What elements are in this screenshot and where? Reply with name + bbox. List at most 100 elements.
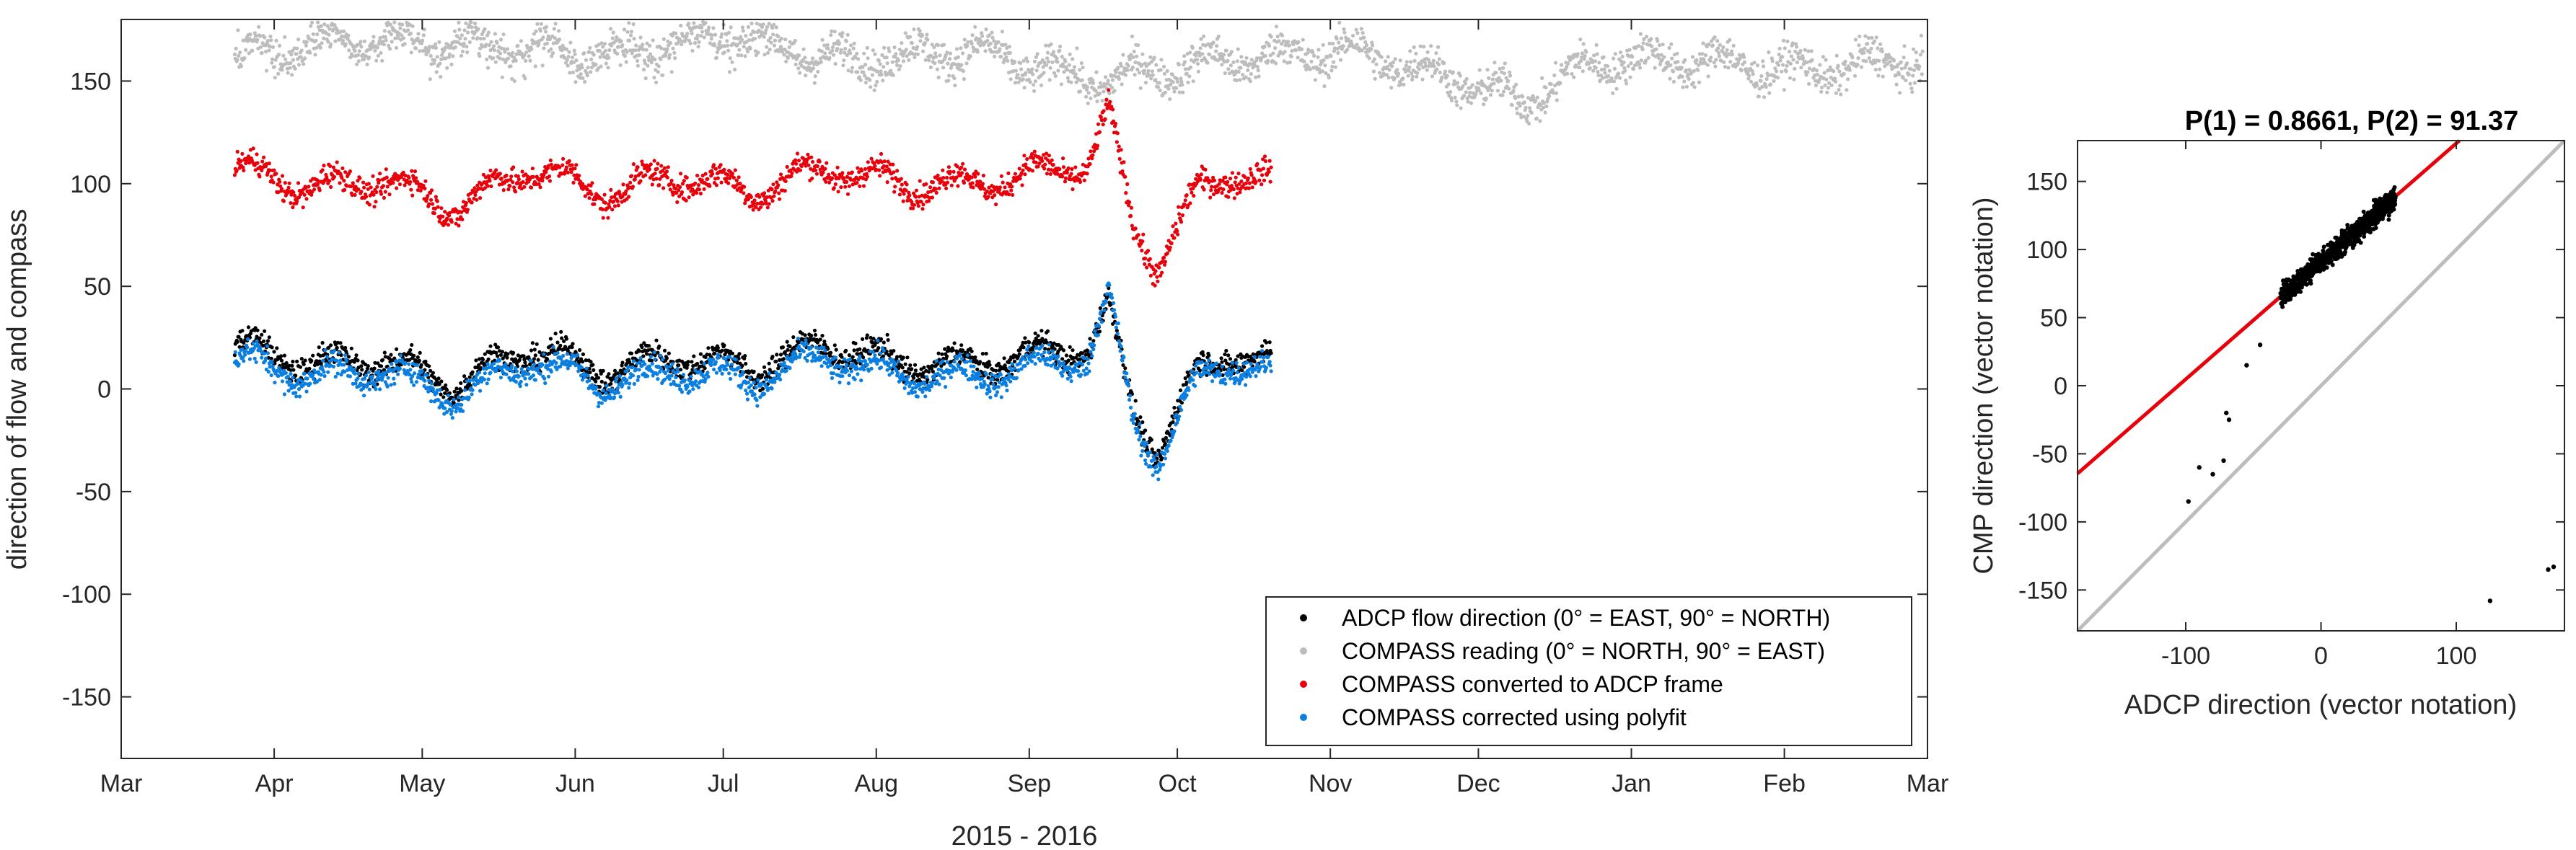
compass-reading-point: [694, 25, 699, 29]
compass-reading-point: [374, 58, 379, 63]
compass-reading-point: [1412, 45, 1416, 50]
compass-reading-point: [580, 66, 584, 70]
compass-reading-point: [915, 52, 920, 56]
compass-converted-point: [1063, 176, 1068, 180]
compass-reading-point: [1095, 99, 1099, 104]
compass-converted-point: [504, 173, 509, 177]
compass-reading-point: [936, 43, 940, 48]
compass-converted-point: [410, 193, 415, 198]
compass-converted-point: [242, 168, 246, 172]
compass-converted-point: [890, 177, 894, 181]
compass-converted-point: [488, 168, 493, 173]
compass-reading-point: [1182, 54, 1187, 58]
compass-converted-point: [289, 201, 293, 205]
compass-reading-point: [635, 58, 640, 63]
compass-reading-point: [1613, 52, 1617, 56]
compass-converted-point: [813, 168, 818, 172]
compass-reading-point: [492, 44, 496, 48]
compass-converted-point: [1130, 223, 1134, 228]
adcp-point: [762, 365, 767, 369]
compass-reading-point: [564, 47, 569, 51]
compass-reading-point: [589, 66, 594, 70]
compass-reading-point: [383, 35, 387, 40]
compass-converted-point: [465, 208, 470, 212]
compass-reading-point: [1311, 50, 1315, 55]
compass-reading-point: [1575, 52, 1580, 56]
compass-converted-point: [548, 158, 553, 163]
compass-reading-point: [1601, 55, 1606, 59]
compass-converted-point: [1003, 185, 1007, 190]
adcp-point: [703, 366, 707, 371]
compass-reading-point: [804, 74, 808, 78]
compass-reading-point: [1565, 71, 1570, 76]
compass-reading-point: [1682, 79, 1687, 84]
compass-converted-point: [934, 190, 938, 195]
compass-reading-point: [744, 40, 749, 44]
compass-converted-point: [1179, 220, 1184, 224]
adcp-point: [311, 353, 315, 358]
compass-reading-point: [1809, 49, 1814, 53]
adcp-point: [536, 358, 540, 362]
compass-converted-point: [1209, 188, 1213, 192]
compass-reading-point: [599, 41, 604, 45]
compass-reading-point: [465, 50, 470, 55]
compass-reading-point: [1014, 76, 1019, 80]
compass-reading-point: [516, 43, 520, 48]
compass-converted-point: [1108, 99, 1112, 104]
compass-reading-point: [1186, 80, 1190, 84]
compass-converted-point: [653, 171, 657, 176]
compass-reading-point: [956, 55, 960, 59]
compass-converted-point: [970, 181, 975, 185]
compass-reading-point: [1304, 67, 1309, 71]
compass-reading-point: [1878, 42, 1883, 46]
compass-reading-point: [342, 29, 346, 34]
compass-converted-point: [1129, 205, 1134, 210]
compass-reading-point: [1363, 40, 1368, 44]
compass-reading-point: [1784, 69, 1788, 74]
compass-reading-point: [1593, 59, 1597, 63]
compass-reading-point: [1159, 68, 1163, 72]
compass-converted-point: [738, 182, 742, 186]
compass-converted-point: [378, 172, 382, 176]
adcp-point: [488, 344, 493, 348]
compass-reading-point: [1214, 49, 1218, 53]
compass-reading-point: [1579, 58, 1583, 63]
compass-reading-point: [812, 81, 817, 85]
compass-reading-point: [1371, 69, 1376, 74]
compass-reading-point: [850, 69, 854, 74]
compass-reading-point: [362, 39, 366, 43]
compass-reading-point: [1781, 63, 1785, 67]
compass-reading-point: [1316, 48, 1321, 52]
compass-converted-point: [1125, 182, 1130, 186]
compass-reading-point: [819, 60, 823, 64]
compass-reading-point: [333, 23, 337, 27]
compass-reading-point: [1716, 50, 1721, 55]
compass-reading-point: [346, 33, 351, 38]
adcp-point: [262, 339, 266, 343]
compass-reading-point: [1022, 85, 1027, 90]
compass-reading-point: [1331, 41, 1335, 46]
compass-converted-point: [1249, 173, 1254, 177]
compass-reading-point: [1681, 85, 1685, 89]
compass-reading-point: [1410, 71, 1414, 76]
compass-converted-point: [271, 180, 276, 185]
adcp-point: [532, 347, 537, 352]
compass-converted-point: [423, 186, 427, 191]
compass-converted-point: [914, 188, 918, 192]
compass-converted-point: [540, 178, 545, 183]
compass-converted-point: [703, 172, 708, 176]
compass-reading-point: [372, 35, 376, 39]
compass-reading-point: [884, 56, 889, 60]
compass-converted-point: [296, 181, 301, 185]
compass-reading-point: [318, 45, 322, 50]
adcp-point: [559, 329, 563, 334]
compass-reading-point: [540, 63, 545, 68]
compass-reading-point: [535, 22, 540, 26]
compass-reading-point: [603, 48, 608, 53]
compass-converted-point: [1107, 88, 1111, 92]
adcp-point: [844, 348, 848, 353]
compass-reading-point: [632, 37, 636, 41]
compass-reading-point: [327, 32, 331, 37]
compass-reading-point: [746, 25, 751, 30]
